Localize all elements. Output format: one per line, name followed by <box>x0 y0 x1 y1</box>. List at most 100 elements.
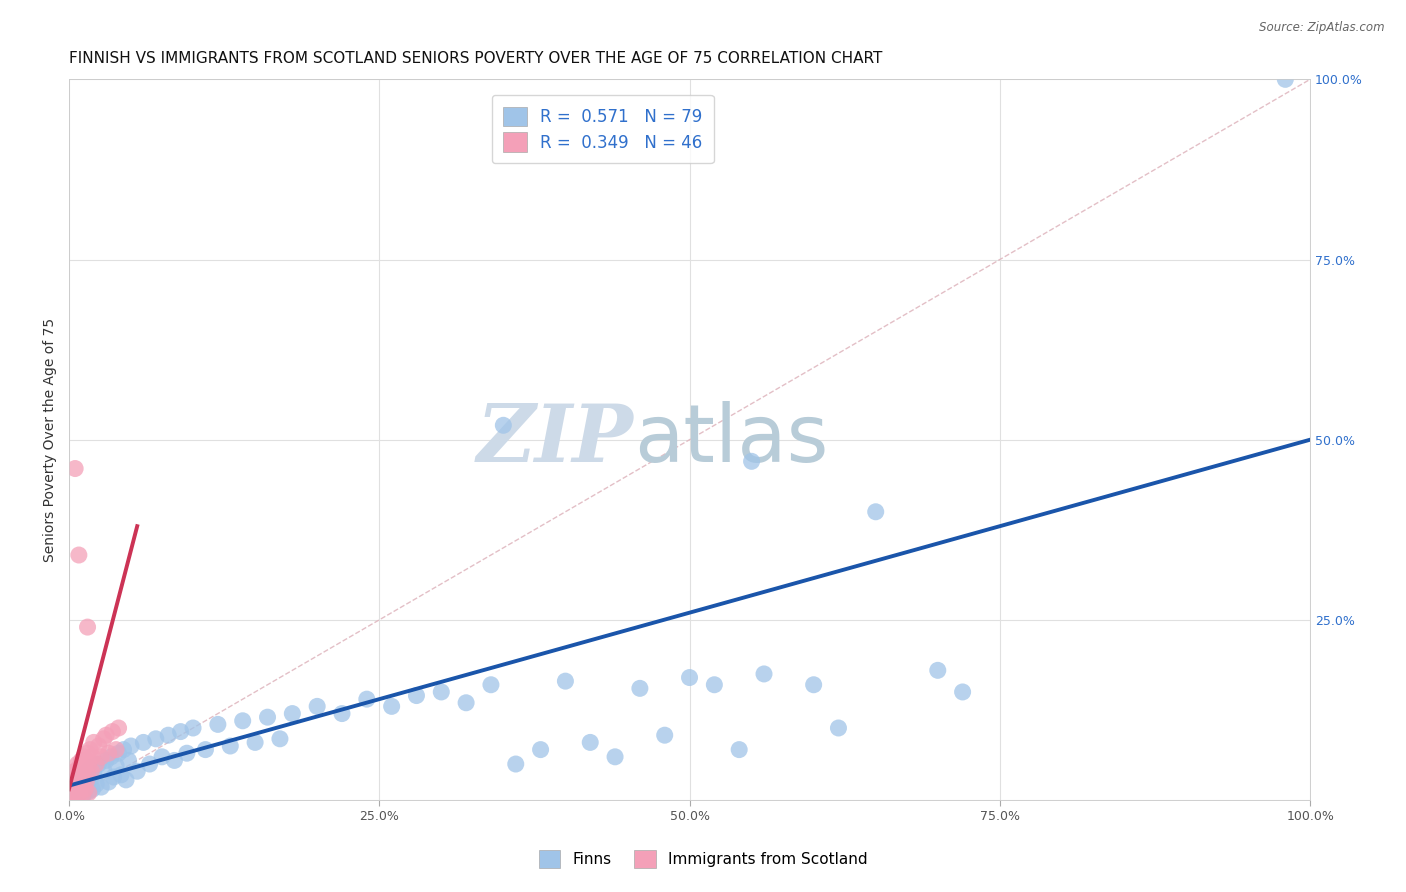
Point <box>678 671 700 685</box>
Point <box>63 779 86 793</box>
Point <box>952 685 974 699</box>
Point <box>65 787 87 801</box>
Point <box>63 461 86 475</box>
Point <box>82 749 104 764</box>
Point <box>63 768 86 782</box>
Point <box>269 731 291 746</box>
Point <box>76 620 98 634</box>
Point <box>654 728 676 742</box>
Point <box>80 764 103 779</box>
Point <box>105 758 128 772</box>
Point <box>112 742 135 756</box>
Point <box>67 775 90 789</box>
Point <box>163 753 186 767</box>
Point <box>63 786 86 800</box>
Point <box>97 775 120 789</box>
Point <box>73 768 96 782</box>
Point <box>83 735 105 749</box>
Point <box>132 735 155 749</box>
Point <box>60 789 83 804</box>
Point <box>207 717 229 731</box>
Point <box>82 782 104 797</box>
Point <box>63 779 86 793</box>
Point <box>87 739 110 753</box>
Point <box>579 735 602 749</box>
Point <box>107 746 129 760</box>
Point <box>456 696 478 710</box>
Point <box>60 789 83 804</box>
Point <box>66 757 89 772</box>
Point <box>76 746 98 760</box>
Point <box>66 782 89 797</box>
Point <box>479 678 502 692</box>
Point <box>752 667 775 681</box>
Point <box>176 746 198 760</box>
Point <box>281 706 304 721</box>
Point <box>72 780 94 794</box>
Point <box>65 789 87 804</box>
Point <box>83 765 105 780</box>
Point <box>232 714 254 728</box>
Point <box>76 764 98 779</box>
Point <box>70 753 93 767</box>
Point <box>356 692 378 706</box>
Point <box>73 772 96 786</box>
Point <box>554 674 576 689</box>
Point <box>603 749 626 764</box>
Point <box>405 689 427 703</box>
Point <box>73 782 96 797</box>
Point <box>75 779 97 793</box>
Point <box>105 742 128 756</box>
Point <box>73 758 96 772</box>
Point <box>67 775 90 789</box>
Point <box>529 742 551 756</box>
Point <box>219 739 242 753</box>
Point <box>90 780 112 794</box>
Point <box>865 505 887 519</box>
Point <box>256 710 278 724</box>
Point <box>62 786 84 800</box>
Point <box>181 721 204 735</box>
Point <box>307 699 329 714</box>
Point <box>97 746 120 760</box>
Point <box>492 418 515 433</box>
Point <box>84 777 107 791</box>
Point <box>70 779 93 793</box>
Point <box>741 454 763 468</box>
Point <box>628 681 651 696</box>
Point <box>728 742 751 756</box>
Point <box>505 757 527 772</box>
Legend: R =  0.571   N = 79, R =  0.349   N = 46: R = 0.571 N = 79, R = 0.349 N = 46 <box>492 95 714 163</box>
Legend: Finns, Immigrants from Scotland: Finns, Immigrants from Scotland <box>533 844 873 873</box>
Point <box>75 775 97 789</box>
Text: ZIP: ZIP <box>477 401 634 478</box>
Text: FINNISH VS IMMIGRANTS FROM SCOTLAND SENIORS POVERTY OVER THE AGE OF 75 CORRELATI: FINNISH VS IMMIGRANTS FROM SCOTLAND SENI… <box>69 51 883 66</box>
Point <box>79 742 101 756</box>
Point <box>76 768 98 782</box>
Text: atlas: atlas <box>634 401 828 479</box>
Point <box>80 761 103 775</box>
Point <box>101 724 124 739</box>
Point <box>96 728 118 742</box>
Point <box>194 742 217 756</box>
Point <box>72 787 94 801</box>
Point <box>145 731 167 746</box>
Point <box>63 764 86 779</box>
Point <box>827 721 849 735</box>
Point <box>430 685 453 699</box>
Point <box>703 678 725 692</box>
Point <box>927 663 949 677</box>
Point <box>117 753 139 767</box>
Point <box>150 749 173 764</box>
Point <box>1274 72 1296 87</box>
Point <box>330 706 353 721</box>
Point <box>69 768 91 782</box>
Point <box>67 548 90 562</box>
Point <box>77 784 100 798</box>
Point <box>93 763 115 777</box>
Point <box>70 772 93 786</box>
Point <box>79 772 101 787</box>
Point <box>107 721 129 735</box>
Point <box>65 772 87 786</box>
Point <box>100 749 122 764</box>
